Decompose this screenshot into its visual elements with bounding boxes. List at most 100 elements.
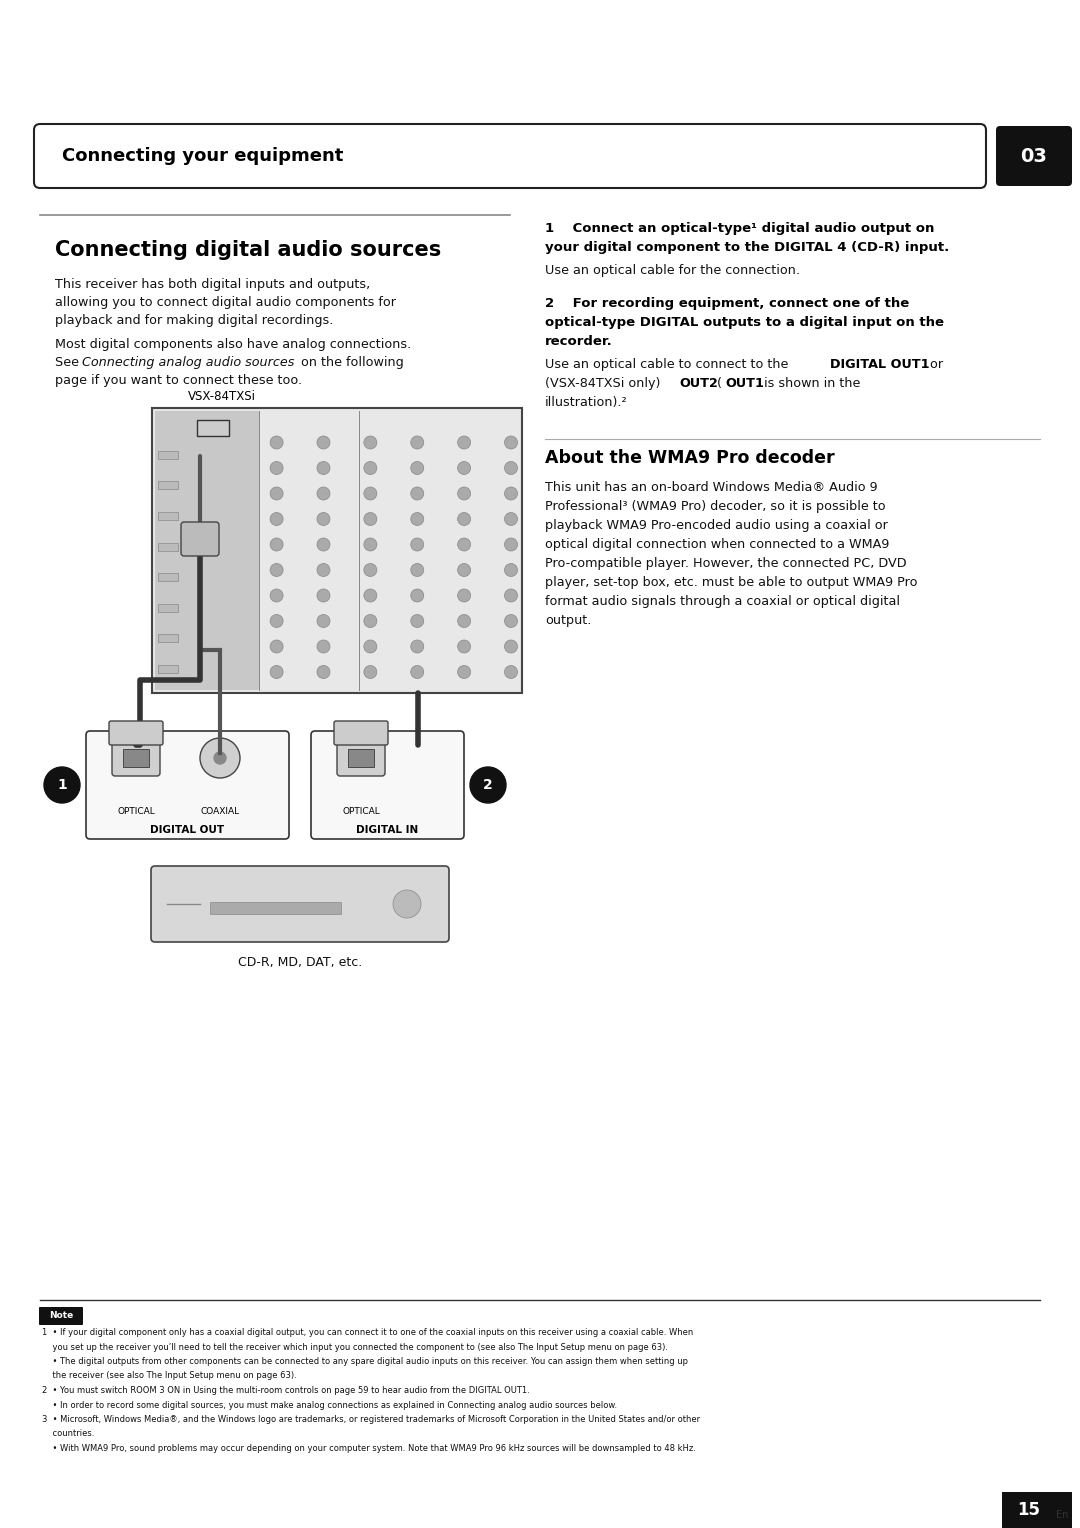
Text: on the following: on the following: [297, 356, 404, 368]
Circle shape: [410, 538, 423, 552]
Circle shape: [504, 614, 517, 628]
Text: • In order to record some digital sources, you must make analog connections as e: • In order to record some digital source…: [42, 1401, 617, 1409]
Text: optical digital connection when connected to a WMA9: optical digital connection when connecte…: [545, 538, 889, 552]
Bar: [158, 573, 178, 581]
Text: player, set-top box, etc. must be able to output WMA9 Pro: player, set-top box, etc. must be able t…: [545, 576, 918, 588]
Text: Pro-compatible player. However, the connected PC, DVD: Pro-compatible player. However, the conn…: [545, 558, 906, 570]
Text: DIGITAL IN: DIGITAL IN: [356, 825, 419, 834]
Text: En: En: [1056, 1510, 1068, 1520]
Circle shape: [200, 738, 240, 778]
Circle shape: [504, 461, 517, 475]
FancyBboxPatch shape: [39, 1306, 83, 1325]
Circle shape: [458, 614, 471, 628]
Text: OUT1: OUT1: [725, 377, 764, 390]
Circle shape: [470, 767, 507, 804]
Circle shape: [270, 487, 283, 500]
Text: 03: 03: [1021, 147, 1048, 165]
Circle shape: [364, 640, 377, 652]
Circle shape: [458, 640, 471, 652]
Circle shape: [458, 588, 471, 602]
Circle shape: [270, 614, 283, 628]
Circle shape: [410, 588, 423, 602]
Circle shape: [318, 435, 330, 449]
Text: Note: Note: [49, 1311, 73, 1320]
FancyBboxPatch shape: [334, 721, 388, 746]
Bar: [158, 634, 178, 642]
FancyBboxPatch shape: [151, 866, 449, 941]
Bar: [158, 481, 178, 489]
Text: 1: 1: [57, 778, 67, 792]
Circle shape: [458, 512, 471, 526]
FancyBboxPatch shape: [996, 125, 1072, 186]
FancyBboxPatch shape: [86, 730, 289, 839]
Text: Connecting analog audio sources: Connecting analog audio sources: [82, 356, 295, 368]
Text: Use an optical cable to connect to the: Use an optical cable to connect to the: [545, 358, 793, 371]
Circle shape: [318, 538, 330, 552]
Bar: [123, 749, 149, 767]
Text: playback and for making digital recordings.: playback and for making digital recordin…: [55, 313, 334, 327]
FancyBboxPatch shape: [311, 730, 464, 839]
Circle shape: [364, 461, 377, 475]
Circle shape: [504, 564, 517, 576]
Circle shape: [393, 889, 421, 918]
Text: playback WMA9 Pro-encoded audio using a coaxial or: playback WMA9 Pro-encoded audio using a …: [545, 520, 888, 532]
Text: OUT2: OUT2: [679, 377, 718, 390]
Text: About the WMA9 Pro decoder: About the WMA9 Pro decoder: [545, 449, 835, 468]
Circle shape: [318, 666, 330, 678]
Circle shape: [410, 512, 423, 526]
Circle shape: [458, 435, 471, 449]
Text: 1    Connect an optical-type¹ digital audio output on: 1 Connect an optical-type¹ digital audio…: [545, 222, 934, 235]
Text: This receiver has both digital inputs and outputs,: This receiver has both digital inputs an…: [55, 278, 370, 290]
Circle shape: [410, 564, 423, 576]
Circle shape: [318, 512, 330, 526]
Text: DIGITAL OUT1: DIGITAL OUT1: [831, 358, 930, 371]
Circle shape: [364, 538, 377, 552]
Text: This unit has an on-board Windows Media® Audio 9: This unit has an on-board Windows Media®…: [545, 481, 878, 494]
Circle shape: [504, 538, 517, 552]
Text: page if you want to connect these too.: page if you want to connect these too.: [55, 374, 302, 387]
Text: you set up the receiver you’ll need to tell the receiver which input you connect: you set up the receiver you’ll need to t…: [42, 1343, 669, 1351]
FancyBboxPatch shape: [181, 523, 219, 556]
Circle shape: [214, 752, 226, 764]
Circle shape: [318, 640, 330, 652]
Circle shape: [364, 512, 377, 526]
Bar: [348, 749, 374, 767]
Circle shape: [44, 767, 80, 804]
Text: 15: 15: [1017, 1500, 1040, 1519]
Text: is shown in the: is shown in the: [760, 377, 861, 390]
Text: Use an optical cable for the connection.: Use an optical cable for the connection.: [545, 264, 800, 277]
Text: VSX-84TXSi: VSX-84TXSi: [188, 390, 256, 403]
Text: • The digital outputs from other components can be connected to any spare digita: • The digital outputs from other compone…: [42, 1357, 688, 1366]
Text: 1  • If your digital component only has a coaxial digital output, you can connec: 1 • If your digital component only has a…: [42, 1328, 693, 1337]
Circle shape: [364, 487, 377, 500]
Circle shape: [504, 666, 517, 678]
Text: illustration).²: illustration).²: [545, 396, 627, 410]
Text: OPTICAL: OPTICAL: [117, 807, 154, 816]
Text: (: (: [713, 377, 723, 390]
Circle shape: [364, 588, 377, 602]
Text: 3  • Microsoft, Windows Media®, and the Windows logo are trademarks, or register: 3 • Microsoft, Windows Media®, and the W…: [42, 1415, 700, 1424]
Circle shape: [504, 512, 517, 526]
Circle shape: [364, 564, 377, 576]
Text: optical-type DIGITAL outputs to a digital input on the: optical-type DIGITAL outputs to a digita…: [545, 316, 944, 329]
FancyBboxPatch shape: [109, 721, 163, 746]
Text: • With WMA9 Pro, sound problems may occur depending on your computer system. Not: • With WMA9 Pro, sound problems may occu…: [42, 1444, 696, 1453]
Bar: [156, 411, 258, 691]
Circle shape: [410, 640, 423, 652]
Text: your digital component to the DIGITAL 4 (CD-R) input.: your digital component to the DIGITAL 4 …: [545, 241, 949, 254]
Circle shape: [270, 512, 283, 526]
Circle shape: [504, 588, 517, 602]
Circle shape: [364, 614, 377, 628]
Circle shape: [270, 666, 283, 678]
Text: See: See: [55, 356, 83, 368]
Text: or: or: [926, 358, 943, 371]
Circle shape: [270, 435, 283, 449]
Text: COAXIAL: COAXIAL: [201, 807, 240, 816]
Text: (VSX-84TXSi only): (VSX-84TXSi only): [545, 377, 664, 390]
Circle shape: [318, 564, 330, 576]
Circle shape: [458, 666, 471, 678]
Text: DIGITAL OUT: DIGITAL OUT: [150, 825, 225, 834]
Circle shape: [458, 538, 471, 552]
Text: recorder.: recorder.: [545, 335, 612, 348]
Text: Connecting your equipment: Connecting your equipment: [62, 147, 343, 165]
